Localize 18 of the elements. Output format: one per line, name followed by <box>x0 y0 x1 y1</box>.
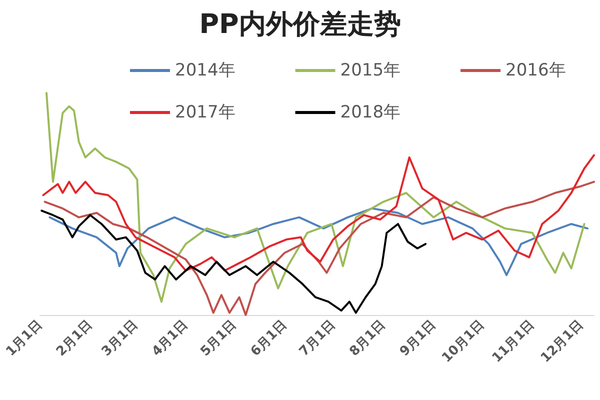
x-tick-label: 7月1日 <box>296 318 338 360</box>
x-tick-label: 1月1日 <box>4 318 46 360</box>
x-tick-label: 4月1日 <box>149 318 192 360</box>
legend-label: 2018年 <box>340 102 401 122</box>
x-tick-label: 12月1日 <box>538 318 586 366</box>
x-tick-label: 9月1日 <box>397 318 439 360</box>
legend-label: 2017年 <box>175 102 236 122</box>
legend-label: 2015年 <box>340 60 401 80</box>
chart-title: PP内外价差走势 <box>199 9 401 40</box>
legend-label: 2016年 <box>506 60 566 80</box>
legend-label: 2014年 <box>175 60 236 80</box>
x-tick-label: 11月1日 <box>490 318 538 366</box>
x-tick-label: 10月1日 <box>439 318 488 366</box>
x-tick-label: 6月1日 <box>248 318 290 360</box>
x-tick-label: 3月1日 <box>99 318 141 360</box>
x-tick-label: 5月1日 <box>198 318 240 360</box>
x-tick-label: 8月1日 <box>346 318 389 360</box>
x-tick-label: 2月1日 <box>54 318 96 360</box>
